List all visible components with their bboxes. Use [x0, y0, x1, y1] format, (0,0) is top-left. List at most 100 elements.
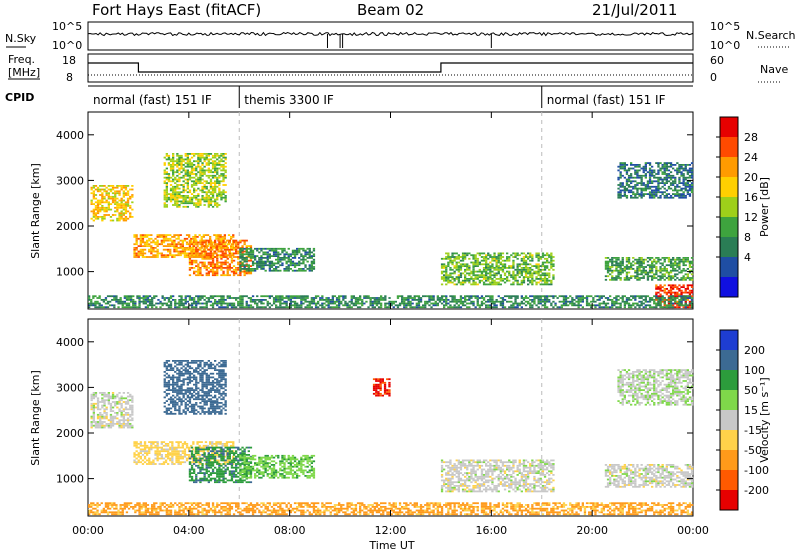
- echo-cell: [185, 256, 189, 258]
- echo-cell: [571, 304, 574, 307]
- echo-cell: [224, 302, 227, 305]
- echo-cell: [562, 295, 566, 298]
- echo-cell: [114, 201, 117, 204]
- echo-cell: [497, 281, 500, 284]
- echo-cell: [239, 272, 242, 275]
- echo-cell: [188, 153, 192, 155]
- echo-cell: [148, 248, 151, 251]
- echo-cell: [667, 165, 671, 168]
- echo-cell: [272, 297, 276, 299]
- echo-cell: [665, 167, 668, 170]
- echo-cell: [497, 268, 500, 271]
- echo-cell: [684, 306, 687, 309]
- echo-cell: [636, 174, 639, 177]
- echo-cell: [686, 182, 689, 184]
- echo-cell: [424, 295, 427, 298]
- echo-cell: [221, 236, 224, 238]
- echo-cell: [531, 259, 534, 262]
- echo-cell: [493, 281, 496, 284]
- echo-cell: [241, 265, 244, 267]
- echo-cell: [169, 196, 173, 199]
- echo-cell: [141, 256, 145, 258]
- echo-cell: [651, 260, 654, 263]
- echo-cell: [172, 185, 175, 188]
- echo-cell: [272, 264, 276, 267]
- echo-cell: [468, 281, 471, 284]
- echo-cell: [663, 164, 666, 166]
- echo-cell: [661, 297, 664, 299]
- echo-cell: [537, 302, 540, 305]
- echo-cell: [222, 245, 225, 247]
- echo-cell: [625, 171, 629, 174]
- echo-cell: [190, 193, 194, 195]
- echo-cell: [163, 156, 166, 159]
- echo-cell: [264, 257, 267, 259]
- colorbar-block: [720, 157, 738, 178]
- echo-cell: [94, 424, 98, 427]
- echo-cell: [237, 302, 240, 305]
- echo-cell: [468, 257, 471, 260]
- echo-cell: [682, 176, 685, 179]
- y-tick-label: 2000: [56, 220, 84, 233]
- echo-cell: [137, 254, 140, 257]
- echo-cell: [178, 204, 181, 206]
- echo-cell: [310, 262, 313, 265]
- echo-cell: [173, 234, 176, 236]
- echo-cell: [550, 254, 553, 257]
- echo-cell: [104, 306, 108, 309]
- echo-cell: [160, 254, 163, 257]
- echo-cell: [646, 257, 650, 259]
- echo-cell: [298, 268, 301, 270]
- echo-cell: [174, 300, 177, 303]
- echo-cell: [506, 257, 509, 260]
- echo-cell: [474, 297, 477, 299]
- echo-cell: [690, 169, 694, 172]
- echo-cell: [485, 268, 488, 271]
- echo-cell: [371, 306, 374, 309]
- echo-cell: [118, 192, 121, 195]
- echo-cell: [661, 164, 664, 166]
- echo-cell: [655, 271, 658, 274]
- echo-cell: [195, 167, 198, 170]
- echo-cell: [139, 236, 142, 238]
- echo-cell: [485, 270, 488, 273]
- echo-cell: [214, 154, 217, 157]
- echo-cell: [480, 259, 484, 262]
- echo-cell: [176, 154, 179, 157]
- echo-cell: [272, 268, 276, 270]
- echo-cell: [287, 255, 290, 257]
- echo-cell: [630, 306, 633, 309]
- echo-cell: [543, 306, 547, 309]
- echo-cell: [176, 200, 179, 203]
- echo-cell: [653, 277, 656, 279]
- echo-cell: [275, 300, 278, 303]
- echo-cell: [665, 178, 668, 181]
- echo-cell: [266, 253, 269, 256]
- echo-cell: [116, 406, 119, 409]
- echo-cell: [300, 269, 303, 272]
- echo-cell: [493, 256, 496, 258]
- echo-cell: [644, 269, 647, 272]
- echo-cell: [438, 299, 442, 301]
- echo-cell: [115, 295, 118, 298]
- echo-cell: [207, 254, 210, 257]
- echo-cell: [125, 304, 129, 307]
- echo-cell: [590, 306, 593, 309]
- echo-cell: [222, 267, 225, 269]
- echo-cell: [634, 258, 637, 261]
- echo-cell: [678, 185, 681, 188]
- echo-cell: [235, 247, 238, 249]
- echo-cell: [350, 306, 353, 309]
- echo-cell: [107, 214, 110, 216]
- echo-cell: [630, 268, 633, 270]
- echo-cell: [537, 300, 540, 303]
- echo-cell: [174, 176, 177, 179]
- echo-cell: [405, 306, 408, 309]
- echo-cell: [550, 281, 553, 284]
- echo-cell: [270, 266, 274, 268]
- echo-cell: [550, 302, 553, 305]
- echo-cell: [375, 299, 379, 301]
- echo-cell: [499, 268, 502, 271]
- echo-cell: [543, 268, 547, 271]
- echo-cell: [211, 162, 215, 164]
